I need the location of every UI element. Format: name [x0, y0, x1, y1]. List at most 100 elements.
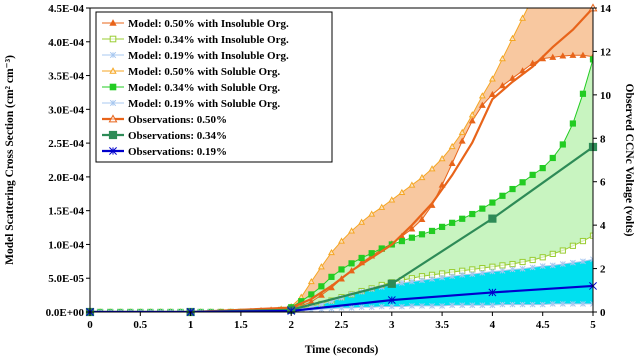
series-2-point [549, 300, 556, 307]
series-2-point [449, 302, 456, 309]
y-tick-label: 2.0E-04 [48, 172, 84, 184]
x-tick-label: 0 [87, 319, 93, 331]
series-1-point [509, 260, 516, 268]
series-4-point [449, 219, 456, 226]
series-2-point [388, 303, 395, 310]
legend-marker [109, 83, 117, 91]
series-3-point [398, 188, 406, 196]
plot-area [90, 8, 593, 312]
series-2-point [429, 302, 435, 309]
series-0-point [569, 51, 577, 58]
series-5-point [107, 309, 114, 312]
series-3-point [499, 55, 506, 62]
series-5-point [137, 309, 144, 312]
observation-line-2 [90, 284, 593, 312]
series-0-point [579, 51, 587, 58]
series-4-point [338, 266, 345, 273]
series-0-point [488, 90, 496, 98]
series-2-point [358, 304, 365, 311]
series-4-point [358, 254, 365, 262]
series-5-point [590, 256, 593, 263]
series-0-point [448, 159, 456, 166]
series-3-point [509, 34, 516, 41]
series-3-point [478, 92, 486, 99]
observation-1-point [488, 214, 497, 223]
series-4-point [589, 56, 593, 63]
y2-tick-label: 6 [600, 177, 606, 189]
series-5-point [449, 273, 456, 280]
series-0-point [418, 215, 426, 223]
series-3-point [458, 128, 466, 135]
y2-tick-label: 14 [600, 3, 612, 15]
y-tick-label: 1.0E-04 [48, 239, 84, 251]
y-tick-label: 4.5E-04 [48, 3, 84, 15]
series-1-point [539, 254, 546, 261]
x-tick-label: 1.5 [234, 319, 248, 331]
series-3-point [418, 173, 426, 181]
series-2-point [479, 302, 486, 309]
series-4-point [479, 205, 486, 212]
legend-marker [109, 99, 117, 107]
series-3-point [388, 196, 396, 203]
series-3-point [327, 248, 335, 256]
series-1-point [549, 250, 556, 258]
series-4-point [368, 250, 375, 257]
series-5-point [549, 262, 556, 269]
series-2-point [408, 302, 415, 309]
series-0-point [559, 52, 567, 59]
x-tick-label: 1 [188, 319, 194, 331]
y-tick-label: 3.5E-04 [48, 71, 84, 83]
x-tick-label: 4.5 [536, 319, 550, 331]
legend: Model: 0.50% with Insoluble Org. Model: 0… [95, 11, 333, 163]
series-1-point [569, 242, 576, 249]
series-2-point [439, 302, 446, 309]
series-4-point [569, 120, 576, 127]
y-tick-label: 4.0E-04 [48, 37, 84, 49]
y-tick-label: 1.5E-04 [48, 206, 84, 218]
series-5-point [197, 309, 204, 312]
series-1-point [589, 232, 593, 239]
band-2 [90, 259, 593, 312]
series-4-point [549, 154, 556, 162]
series-1-point [579, 237, 587, 245]
x-tick-label: 0.5 [133, 319, 147, 331]
observation-line-0 [90, 8, 593, 312]
series-2-point [569, 300, 576, 307]
series-3-point [348, 227, 356, 234]
series-5-point [559, 261, 566, 267]
series-4-point [539, 165, 546, 172]
series-5-point [579, 258, 586, 265]
y-tick-label: 0.0E+00 [46, 307, 85, 319]
series-5-point [147, 309, 154, 312]
series-3-point [307, 277, 315, 285]
series-0-point [549, 53, 557, 60]
series-5-point [509, 266, 516, 273]
series-2-point [348, 304, 355, 311]
series-4-point [529, 171, 536, 178]
legend-marker [109, 19, 117, 26]
legend-label: Model: 0.34% with Soluble Org. [128, 82, 280, 94]
series-5-point [479, 269, 486, 276]
series-5-point [489, 268, 496, 275]
series-4-point [469, 210, 476, 218]
legend-label: Observations: 0.34% [128, 130, 227, 142]
legend-marker [108, 114, 118, 123]
legend-marker [108, 130, 118, 140]
series-5-point [398, 279, 405, 286]
legend-label: Model: 0.50% with Soluble Org. [128, 66, 280, 78]
series-5-point [157, 309, 164, 312]
y2-tick-label: 0 [600, 307, 606, 319]
legend-marker [109, 35, 117, 43]
y2-tick-label: 10 [600, 90, 612, 102]
series-3-point [519, 14, 527, 21]
series-3-point [317, 263, 325, 270]
legend-label: Model: 0.19% with Insoluble Org. [128, 50, 289, 62]
y-axis-title: Model Scattering Cross Section (cm² cm⁻³… [4, 55, 16, 265]
series-0-point [478, 101, 486, 108]
series-4-point [439, 223, 446, 230]
series-1-point [519, 258, 526, 266]
series-1-point [559, 247, 566, 254]
series-1-point [489, 263, 496, 270]
